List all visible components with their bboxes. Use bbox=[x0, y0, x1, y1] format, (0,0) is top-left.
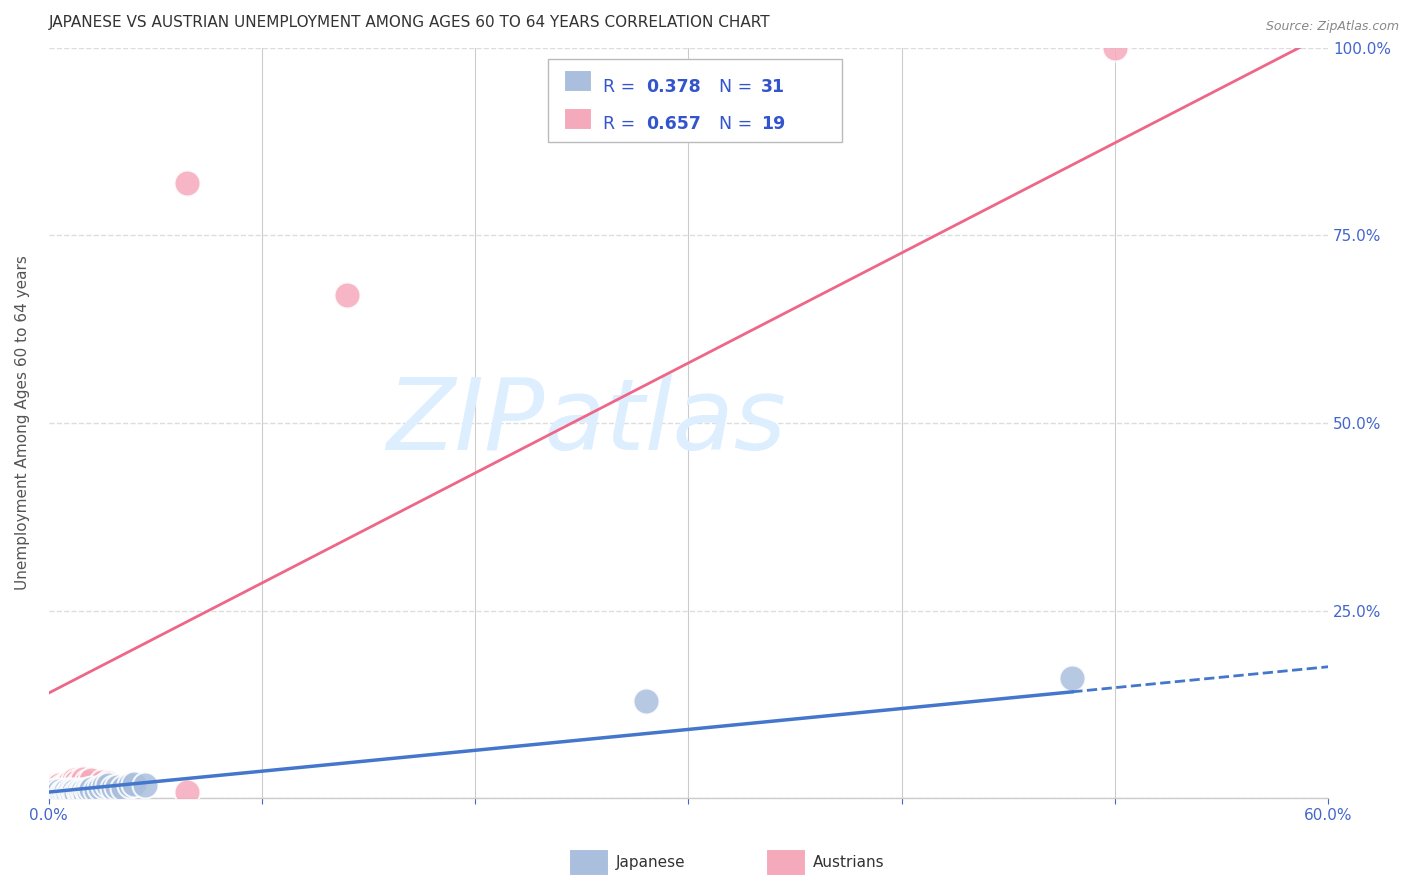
Text: N =: N = bbox=[707, 115, 758, 134]
Point bbox=[67, 777, 90, 791]
Point bbox=[73, 786, 96, 800]
FancyBboxPatch shape bbox=[548, 59, 842, 142]
Text: Japanese: Japanese bbox=[616, 855, 686, 870]
Point bbox=[134, 778, 156, 792]
Point bbox=[97, 778, 120, 792]
Text: 0.378: 0.378 bbox=[647, 78, 702, 95]
Point bbox=[336, 288, 359, 302]
Point bbox=[105, 780, 128, 794]
Point bbox=[93, 779, 115, 793]
Point bbox=[55, 779, 77, 793]
Point bbox=[44, 783, 66, 797]
Point bbox=[77, 784, 100, 798]
Text: R =: R = bbox=[603, 78, 641, 95]
Point bbox=[634, 693, 657, 707]
Text: JAPANESE VS AUSTRIAN UNEMPLOYMENT AMONG AGES 60 TO 64 YEARS CORRELATION CHART: JAPANESE VS AUSTRIAN UNEMPLOYMENT AMONG … bbox=[49, 15, 770, 30]
Text: 31: 31 bbox=[762, 78, 786, 95]
Point bbox=[42, 782, 65, 797]
Point bbox=[101, 781, 124, 796]
Point bbox=[91, 775, 114, 789]
Point bbox=[52, 780, 75, 795]
Point bbox=[63, 773, 86, 788]
Point bbox=[118, 778, 141, 792]
Point bbox=[176, 176, 198, 190]
Point bbox=[46, 787, 69, 801]
Point bbox=[1104, 41, 1126, 55]
Point bbox=[76, 774, 98, 789]
Point bbox=[56, 776, 79, 790]
Text: Austrians: Austrians bbox=[813, 855, 884, 870]
Point bbox=[72, 784, 94, 798]
Point bbox=[42, 785, 65, 799]
Point bbox=[1062, 671, 1084, 685]
Text: 0.657: 0.657 bbox=[647, 115, 702, 134]
Point bbox=[60, 785, 83, 799]
Point bbox=[59, 774, 82, 789]
Point bbox=[122, 777, 145, 791]
Point bbox=[48, 778, 70, 792]
Text: R =: R = bbox=[603, 115, 641, 134]
Bar bbox=[564, 108, 592, 130]
Point bbox=[55, 783, 77, 797]
Point bbox=[44, 779, 66, 793]
Point bbox=[59, 784, 82, 798]
Point bbox=[76, 782, 98, 797]
Y-axis label: Unemployment Among Ages 60 to 64 years: Unemployment Among Ages 60 to 64 years bbox=[15, 255, 30, 591]
Text: N =: N = bbox=[707, 78, 758, 95]
Point bbox=[176, 785, 198, 799]
Point bbox=[67, 784, 90, 798]
Point bbox=[80, 773, 103, 788]
Point bbox=[97, 776, 120, 790]
Point bbox=[51, 780, 73, 794]
Point bbox=[80, 782, 103, 797]
Point bbox=[60, 778, 83, 792]
Point bbox=[51, 786, 73, 800]
Text: ZIPatlas: ZIPatlas bbox=[387, 375, 786, 472]
Point bbox=[65, 774, 87, 789]
Point bbox=[72, 772, 94, 787]
Point bbox=[89, 780, 111, 795]
Point bbox=[63, 783, 86, 797]
Point bbox=[112, 780, 135, 795]
Point bbox=[56, 786, 79, 800]
Bar bbox=[564, 70, 592, 93]
Point bbox=[46, 781, 69, 796]
Point bbox=[52, 785, 75, 799]
Point bbox=[84, 782, 107, 797]
Text: Source: ZipAtlas.com: Source: ZipAtlas.com bbox=[1265, 20, 1399, 33]
Point bbox=[65, 786, 87, 800]
Point bbox=[69, 785, 91, 799]
Point bbox=[48, 784, 70, 798]
Text: 19: 19 bbox=[762, 115, 786, 134]
